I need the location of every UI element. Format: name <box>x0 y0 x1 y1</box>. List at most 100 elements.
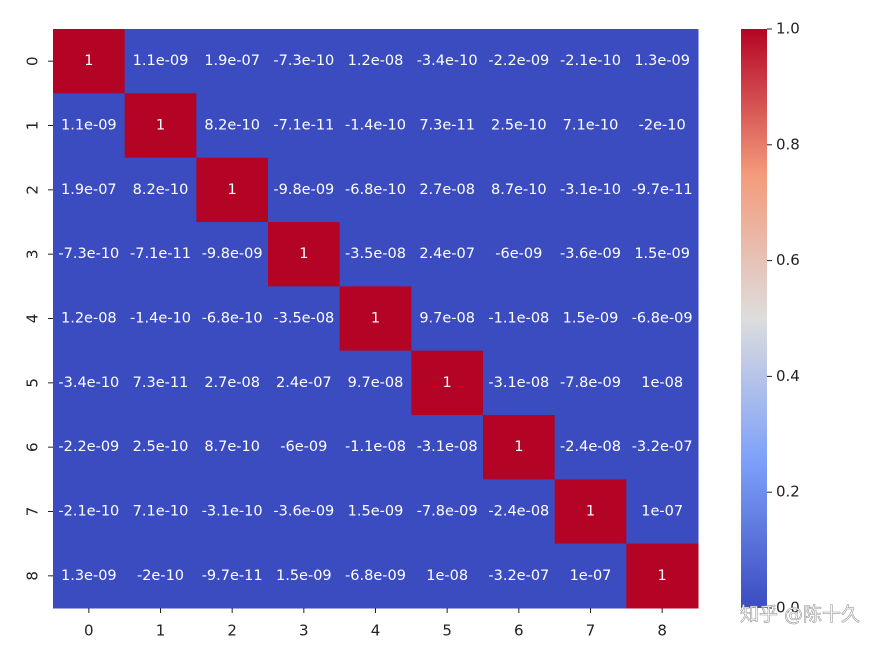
cell-label: 8.7e-10 <box>204 439 260 455</box>
cell-label: 1e-08 <box>426 568 468 584</box>
cell-label: 1e-08 <box>641 375 683 391</box>
cell-label: -6e-09 <box>495 246 542 262</box>
cell-label: -2.2e-09 <box>488 53 549 69</box>
heatmap-cell <box>339 222 412 287</box>
cell-label: -7.1e-11 <box>273 118 334 134</box>
colorbar-tick-label: 0.2 <box>776 483 800 501</box>
cell-label: -3.1e-10 <box>560 182 621 198</box>
heatmap-cell <box>626 543 699 609</box>
heatmap-cell <box>339 93 412 159</box>
cell-label: -7.3e-10 <box>58 246 119 262</box>
heatmap-cell <box>626 415 699 480</box>
heatmap-cell <box>339 543 412 609</box>
cell-label: 1.9e-07 <box>204 53 260 69</box>
heatmap-cell <box>53 543 126 609</box>
heatmap-cell <box>268 29 341 94</box>
cell-label: 1.3e-09 <box>61 568 117 584</box>
heatmap-cell <box>483 350 556 416</box>
heatmap-cell <box>53 93 126 159</box>
heatmap-cell <box>411 286 484 352</box>
cell-label: 1.3e-09 <box>634 53 690 69</box>
cell-label: 7.3e-11 <box>419 118 475 134</box>
cell-label: -7.8e-09 <box>417 504 478 520</box>
cell-label: -1.1e-08 <box>488 311 549 327</box>
heatmap-cell <box>626 286 699 352</box>
heatmap-cell <box>196 479 269 545</box>
heatmap-cell <box>554 222 627 287</box>
colorbar <box>741 29 767 608</box>
heatmap-cell <box>554 29 627 94</box>
cell-label: 1 <box>228 182 237 198</box>
y-tick-label: 4 <box>24 314 42 324</box>
x-tick-label: 6 <box>514 622 524 640</box>
heatmap-cell <box>339 29 412 94</box>
y-tick-label: 3 <box>24 249 42 259</box>
heatmap-cell <box>268 479 341 545</box>
cell-label: 1.5e-09 <box>563 311 619 327</box>
heatmap-cell <box>483 479 556 545</box>
x-tick-label: 4 <box>371 622 381 640</box>
heatmap-cell <box>554 350 627 416</box>
heatmap-cell <box>339 350 412 416</box>
heatmap-cell <box>268 93 341 159</box>
heatmap-cell <box>554 543 627 609</box>
x-tick-label: 5 <box>442 622 452 640</box>
cell-label: 1 <box>84 53 93 69</box>
heatmap-cell <box>554 479 627 545</box>
cell-label: 7.1e-10 <box>563 118 619 134</box>
cell-label: -1.4e-10 <box>130 311 191 327</box>
y-tick-label: 8 <box>24 571 42 581</box>
cell-label: -3.6e-09 <box>560 246 621 262</box>
cell-label: 1.5e-09 <box>348 504 404 520</box>
cell-label: -7.8e-09 <box>560 375 621 391</box>
heatmap-cell <box>53 479 126 545</box>
watermark: 知乎 @陈十久 <box>740 604 860 626</box>
cell-label: -2.4e-08 <box>560 439 621 455</box>
cell-label: -3.6e-09 <box>273 504 334 520</box>
y-tick-label: 6 <box>24 442 42 452</box>
x-tick-label: 1 <box>156 622 166 640</box>
cell-label: -6.8e-10 <box>345 182 406 198</box>
cell-label: 2.4e-07 <box>276 375 332 391</box>
cell-label: -6.8e-09 <box>345 568 406 584</box>
cell-label: 7.1e-10 <box>133 504 189 520</box>
heatmap-cell <box>626 350 699 416</box>
heatmap-cell <box>268 157 341 223</box>
x-tick-label: 2 <box>227 622 237 640</box>
cell-label: 1.2e-08 <box>348 53 404 69</box>
heatmap-cell <box>626 29 699 94</box>
cell-label: 1e-07 <box>641 504 683 520</box>
heatmap-cell <box>554 93 627 159</box>
heatmap-cell <box>124 157 197 223</box>
cell-label: -6.8e-10 <box>202 311 263 327</box>
x-tick-label: 7 <box>586 622 596 640</box>
cell-label: -2.4e-08 <box>488 504 549 520</box>
heatmap-cell <box>124 222 197 287</box>
heatmap-cell <box>411 29 484 94</box>
heatmap-cell <box>339 479 412 545</box>
heatmap-cell <box>626 479 699 545</box>
heatmap-cell <box>124 543 197 609</box>
cell-label: 9.7e-08 <box>348 375 404 391</box>
heatmap-cell <box>124 415 197 480</box>
cell-label: -2e-10 <box>639 118 686 134</box>
cell-label: 2.5e-10 <box>491 118 547 134</box>
cell-label: -2.2e-09 <box>58 439 119 455</box>
cell-label: 8.2e-10 <box>133 182 189 198</box>
heatmap-cell <box>483 93 556 159</box>
cell-label: 1 <box>658 568 667 584</box>
heatmap-cell <box>196 350 269 416</box>
heatmap-cell <box>411 93 484 159</box>
colorbar-tick-label: 0.4 <box>776 367 800 385</box>
heatmap-cell <box>554 415 627 480</box>
heatmap-cell <box>124 29 197 94</box>
cell-label: -9.7e-11 <box>632 182 693 198</box>
y-tick-label: 2 <box>24 185 42 195</box>
heatmap-cell <box>483 157 556 223</box>
heatmap-cell <box>411 157 484 223</box>
cell-label: 1e-07 <box>570 568 612 584</box>
cell-label: 8.2e-10 <box>204 118 260 134</box>
heatmap-cell <box>268 415 341 480</box>
heatmap-cell <box>268 222 341 287</box>
